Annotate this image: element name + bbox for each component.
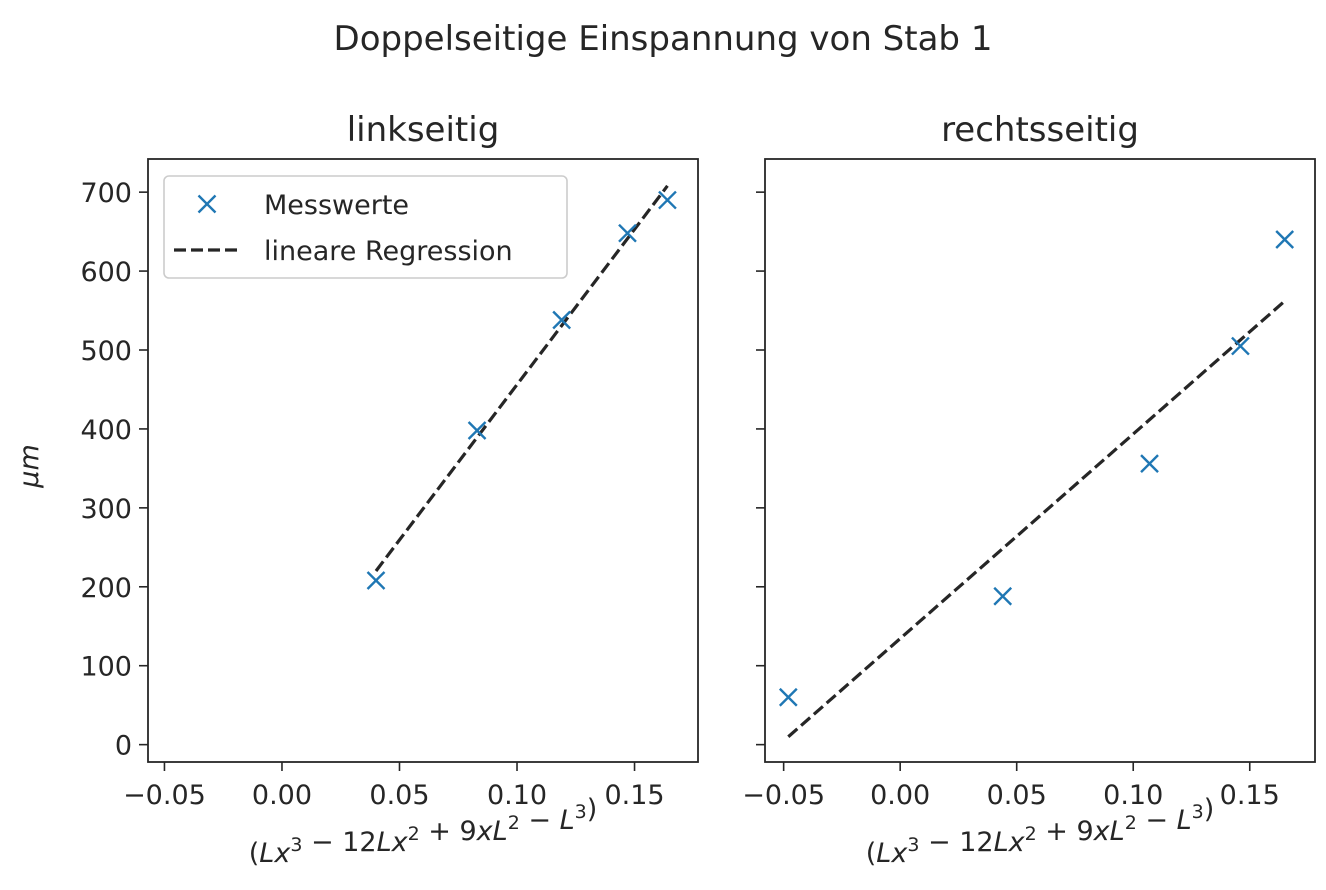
x-axis-label-t1: Lx	[876, 838, 908, 869]
x-tick-label: 0.10	[1103, 780, 1163, 811]
x-axis-label-e3: 2	[1125, 812, 1137, 834]
x-axis-label-e2: 2	[1025, 823, 1037, 845]
x-tick-label: 0.00	[870, 780, 930, 811]
data-point	[1140, 454, 1159, 474]
x-tick-label: 0.15	[604, 780, 664, 811]
y-tick-label: 0	[115, 731, 132, 762]
x-axis-label-e3: 2	[508, 812, 520, 834]
x-axis-label-m2: + 9	[1037, 816, 1094, 847]
data-point	[1231, 336, 1250, 356]
figure-title: Doppelseitige Einspannung von Stab 1	[334, 19, 993, 59]
y-tick-label: 100	[80, 652, 132, 683]
x-axis-label-e4: 3	[1192, 801, 1204, 823]
x-axis-label-open: (	[866, 838, 877, 869]
right-panel: rechtsseitig−0.05 0.00 0.05 0.10 0.15(Lx3 − …	[742, 110, 1316, 869]
x-tick-label: −0.05	[742, 780, 825, 811]
x-axis-label-m1: − 12	[919, 827, 993, 858]
x-axis-label-t3: xL	[476, 816, 508, 847]
x-axis-label-close: )	[587, 794, 598, 825]
y-axis-label: μm	[14, 444, 45, 488]
x-tick-label: −0.05	[123, 780, 206, 811]
x-axis-label-e4: 3	[575, 801, 587, 823]
x-tick-label: 0.05	[369, 780, 429, 811]
x-axis-label-open: (	[249, 838, 260, 869]
regression-line	[374, 184, 669, 572]
x-axis-label-t2: Lx	[994, 827, 1026, 858]
regression-line	[787, 299, 1286, 738]
data-point	[552, 310, 572, 330]
x-tick-label: 0.10	[487, 780, 547, 811]
x-tick-label: 0.15	[1220, 780, 1280, 811]
data-point	[1275, 230, 1295, 249]
legend-box	[163, 175, 568, 279]
y-tick-label: 300	[80, 494, 132, 525]
legend: Messwerte lineare Regression	[163, 175, 568, 279]
x-tick-label: 0.00	[252, 780, 312, 811]
axes-frame	[764, 158, 1316, 763]
legend-label-regression: lineare Regression	[264, 236, 513, 267]
x-axis-label-t4: L	[1177, 805, 1192, 836]
x-axis-label-t3: xL	[1093, 816, 1125, 847]
legend-label-messwerte: Messwerte	[264, 190, 409, 221]
x-axis-label-e2: 2	[408, 823, 420, 845]
y-tick-label: 700	[80, 178, 132, 209]
panel-title: linkseitig	[347, 110, 500, 150]
panel-title: rechtsseitig	[941, 110, 1139, 150]
y-tick-label: 200	[80, 573, 132, 604]
data-point	[618, 223, 637, 243]
x-axis-label-m3: −	[520, 805, 560, 836]
y-tick-label: 600	[80, 257, 132, 288]
data-point	[778, 687, 798, 707]
data-point	[467, 421, 487, 440]
x-axis-label-e1: 3	[290, 834, 302, 856]
x-axis-label-t4: L	[560, 805, 575, 836]
x-axis-label: (Lx3 − 12Lx2 + 9xL2 − L3)	[866, 794, 1215, 869]
y-tick-label: 400	[80, 415, 132, 446]
x-axis-label-m1: − 12	[302, 827, 376, 858]
x-axis-label-t2: Lx	[377, 827, 409, 858]
data-point	[366, 571, 386, 590]
x-axis-label-m2: + 9	[420, 816, 477, 847]
data-point	[658, 190, 677, 210]
x-axis-label-close: )	[1204, 794, 1215, 825]
x-axis-label-e1: 3	[907, 834, 919, 856]
x-tick-label: 0.05	[987, 780, 1047, 811]
legend-marker	[197, 194, 217, 214]
x-axis-label-t1: Lx	[259, 838, 291, 869]
data-point	[993, 586, 1013, 606]
left-panel: linkseitig −0.05 0.00 0.05 0.10 0.15 0 100 200 30…	[80, 110, 699, 869]
x-axis-label-m3: −	[1137, 805, 1177, 836]
x-axis-label: (Lx3 − 12Lx2 + 9xL2 − L3)	[249, 794, 598, 869]
y-tick-label: 500	[80, 336, 132, 367]
